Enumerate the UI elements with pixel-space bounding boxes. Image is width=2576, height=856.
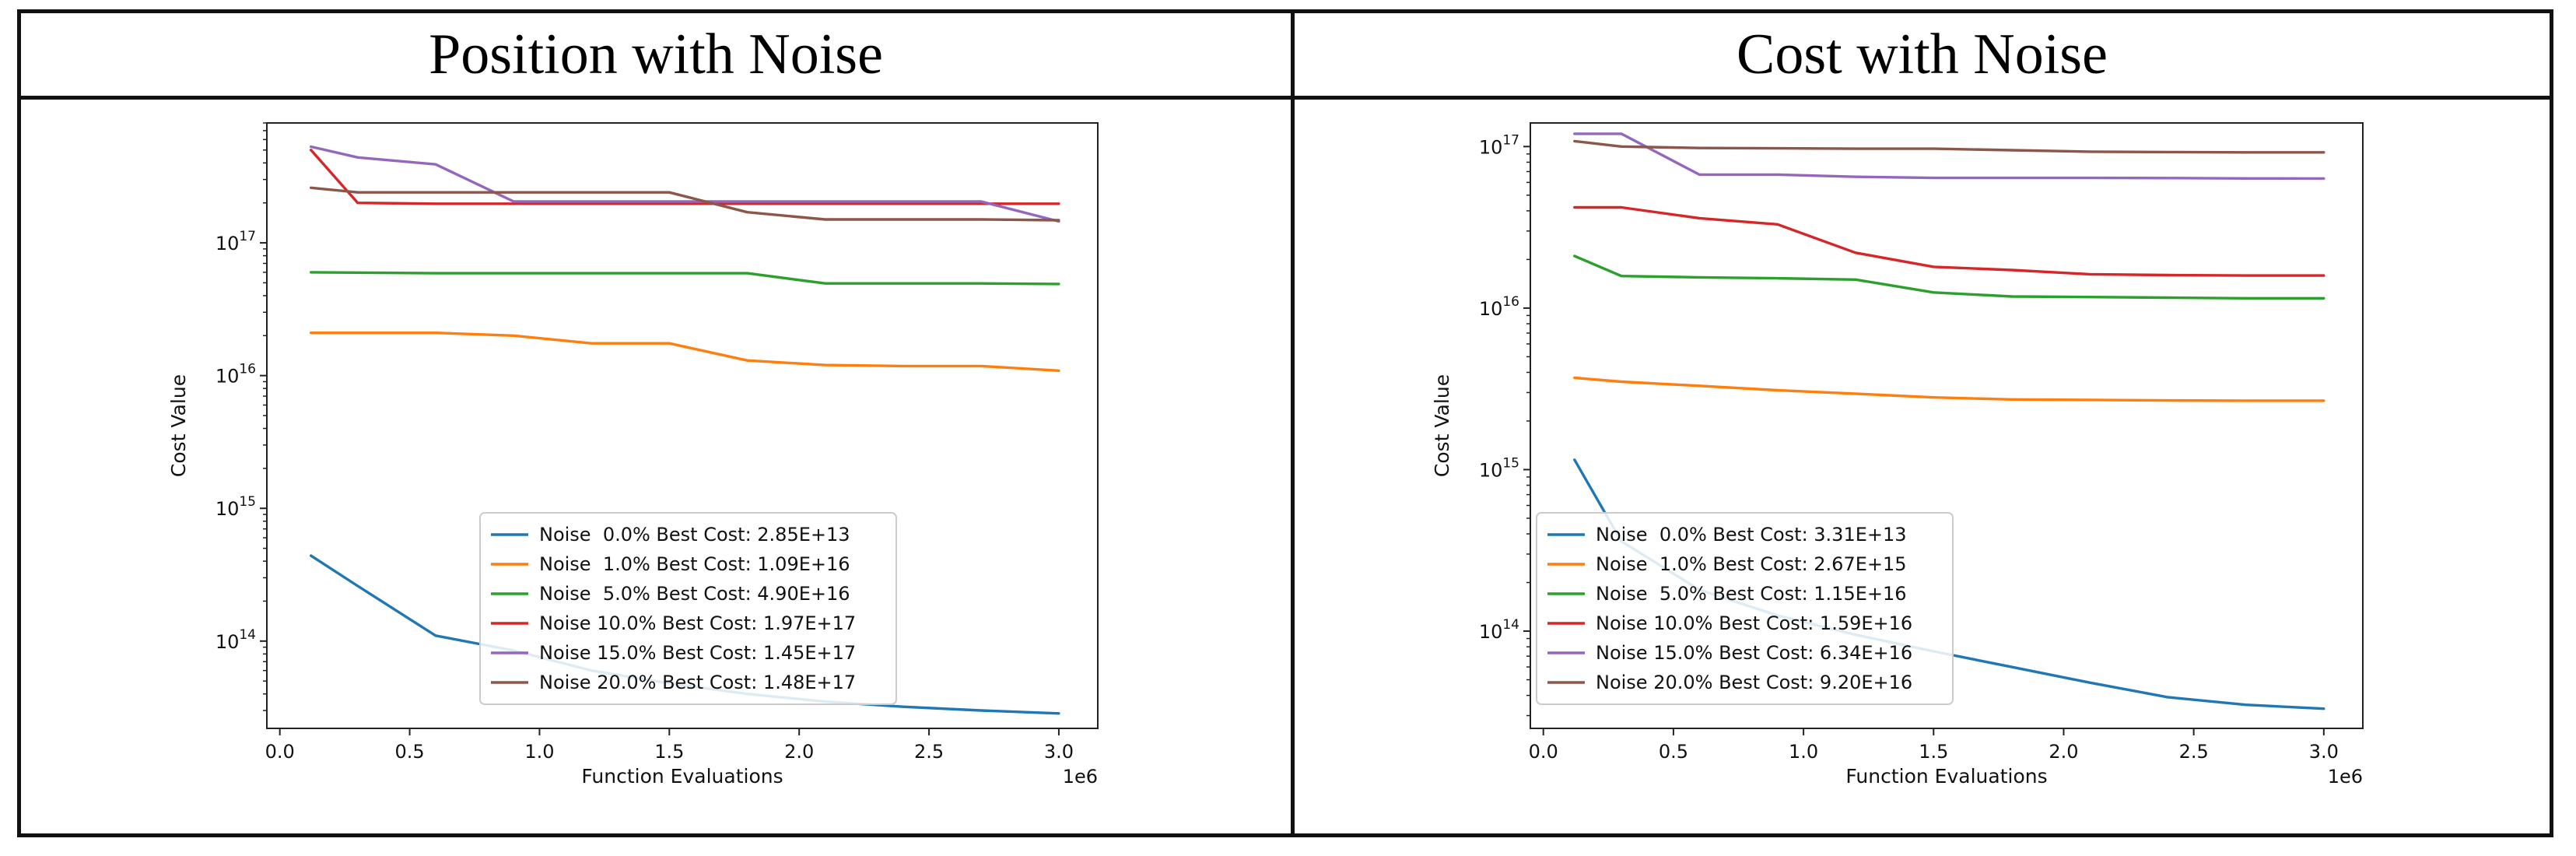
c0-legend-label-3: Noise 10.0% Best Cost: 1.97E+17 <box>539 612 856 634</box>
c0-y-tick-label-2: 1016 <box>216 362 256 388</box>
c1-x-tick-label-3: 1.5 <box>1919 741 1948 763</box>
c1-series-line-2 <box>1573 254 2325 300</box>
c1-y-tick-label-3: 1017 <box>1479 132 1519 158</box>
c0-x-offset-label: 1e6 <box>1063 766 1098 788</box>
c0-series-line-5 <box>310 186 1060 222</box>
c0-x-tick-label-4: 2.0 <box>784 741 814 763</box>
c1-legend-label-4: Noise 15.0% Best Cost: 6.34E+16 <box>1596 642 1912 664</box>
c1-series-line-5 <box>1573 139 2325 154</box>
c1-series-line-1 <box>1573 376 2325 402</box>
c0-legend-label-5: Noise 20.0% Best Cost: 1.48E+17 <box>539 672 856 693</box>
c0-x-tick-label-1: 0.5 <box>394 741 424 763</box>
c1-legend-label-1: Noise 1.0% Best Cost: 2.67E+15 <box>1596 553 1907 575</box>
c0-x-tick-label-5: 2.5 <box>914 741 944 763</box>
c0-x-axis-label: Function Evaluations <box>581 765 783 788</box>
c0-y-tick-label-3: 1017 <box>216 229 256 254</box>
c1-axes-frame <box>1530 122 2364 729</box>
c0-series-line-4 <box>310 145 1060 223</box>
c1-x-axis-label: Function Evaluations <box>1845 765 2047 788</box>
c1-series-line-4 <box>1573 132 2325 181</box>
c1-legend-label-2: Noise 5.0% Best Cost: 1.15E+16 <box>1596 583 1907 605</box>
c0-axes-frame <box>266 122 1099 729</box>
c0-x-tick-label-6: 3.0 <box>1044 741 1074 763</box>
c0-legend-label-1: Noise 1.0% Best Cost: 1.09E+16 <box>539 553 850 575</box>
chart-cost-with-noise: 0.0 0.5 1.0 1.5 2.0 2.5 3.0 1014 1015 1016 1017 Fun… <box>1431 122 2364 788</box>
c0-series-line-1 <box>310 332 1060 372</box>
c1-x-tick-label-4: 2.0 <box>2049 741 2078 763</box>
c0-x-tick-label-0: 0.0 <box>265 741 295 763</box>
c0-x-tick-label-3: 1.5 <box>654 741 684 763</box>
c0-y-axis-label: Cost Value <box>167 374 190 477</box>
c1-x-tick-label-2: 1.0 <box>1789 741 1818 763</box>
c0-series-line-3 <box>310 149 1060 205</box>
c1-legend-label-0: Noise 0.0% Best Cost: 3.31E+13 <box>1596 524 1907 546</box>
c0-y-tick-label-1: 1015 <box>216 494 256 520</box>
panel-title-right: Cost with Noise <box>1737 23 2108 86</box>
c0-legend-label-2: Noise 5.0% Best Cost: 4.90E+16 <box>539 583 850 605</box>
c1-y-tick-label-2: 1016 <box>1479 294 1519 320</box>
c1-legend-label-5: Noise 20.0% Best Cost: 9.20E+16 <box>1596 672 1912 693</box>
c1-x-offset-label: 1e6 <box>2328 766 2363 788</box>
c0-y-tick-label-0: 1014 <box>216 627 256 653</box>
header-divider <box>21 96 2550 100</box>
c1-x-tick-label-0: 0.0 <box>1529 741 1558 763</box>
c1-legend-box <box>1536 512 1954 705</box>
column-divider <box>1291 13 1295 833</box>
c0-series-group <box>310 145 1060 715</box>
c1-legend-label-3: Noise 10.0% Best Cost: 1.59E+16 <box>1596 612 1912 634</box>
c1-y-tick-label-1: 1015 <box>1479 455 1519 481</box>
chart-position-with-noise: 0.0 0.5 1.0 1.5 2.0 2.5 3.0 1014 1015 1016 1017 Fun… <box>167 122 1099 788</box>
c1-x-tick-label-5: 2.5 <box>2179 741 2209 763</box>
c1-x-tick-label-1: 0.5 <box>1659 741 1688 763</box>
c1-y-axis-label: Cost Value <box>1431 374 1453 477</box>
figure-table: Position with Noise Cost with Noise <box>17 9 2553 837</box>
c1-y-tick-label-0: 1014 <box>1479 617 1519 643</box>
c0-legend-label-0: Noise 0.0% Best Cost: 2.85E+13 <box>539 524 850 546</box>
c0-legend-box <box>479 512 897 705</box>
c1-series-line-3 <box>1573 205 2325 277</box>
panel-title-left: Position with Noise <box>429 23 883 86</box>
c0-series-line-2 <box>310 271 1060 286</box>
c1-x-tick-label-6: 3.0 <box>2309 741 2339 763</box>
c0-x-tick-label-2: 1.0 <box>524 741 554 763</box>
c0-legend-label-4: Noise 15.0% Best Cost: 1.45E+17 <box>539 642 856 664</box>
